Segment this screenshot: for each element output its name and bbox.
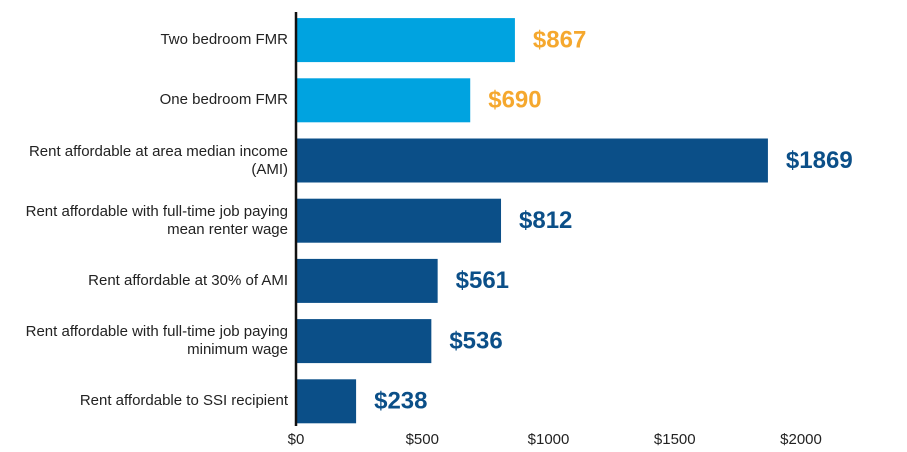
y-tick-label: Two bedroom FMR	[160, 31, 288, 49]
value-label: $1869	[786, 147, 853, 174]
bar	[296, 258, 438, 303]
y-tick-label: One bedroom FMR	[159, 91, 288, 109]
x-tick-label: $1500	[654, 431, 696, 448]
x-tick-label: $500	[406, 431, 439, 448]
value-label: $561	[456, 267, 509, 294]
y-tick-label: Rent affordable at 30% of AMI	[88, 271, 288, 289]
y-tick-label: Rent affordable to SSI recipient	[79, 392, 288, 410]
value-label: $536	[449, 327, 502, 354]
value-label: $867	[533, 26, 586, 53]
bar	[296, 379, 357, 424]
y-tick-label: Rent affordable with full-time job payin…	[25, 323, 288, 359]
value-label: $238	[374, 388, 427, 415]
x-tick-label: $1000	[528, 431, 570, 448]
y-tick-label: Rent affordable at area median income (A…	[28, 142, 288, 178]
bar	[296, 18, 515, 63]
bar	[296, 78, 471, 123]
bar	[296, 319, 432, 364]
value-label: $690	[488, 87, 541, 114]
x-tick-label: $2000	[780, 431, 822, 448]
x-tick-label: $0	[288, 431, 305, 448]
y-tick-label: Rent affordable with full-time job payin…	[25, 202, 288, 238]
value-label: $812	[519, 207, 572, 234]
bar	[296, 198, 502, 243]
bar	[296, 138, 768, 183]
